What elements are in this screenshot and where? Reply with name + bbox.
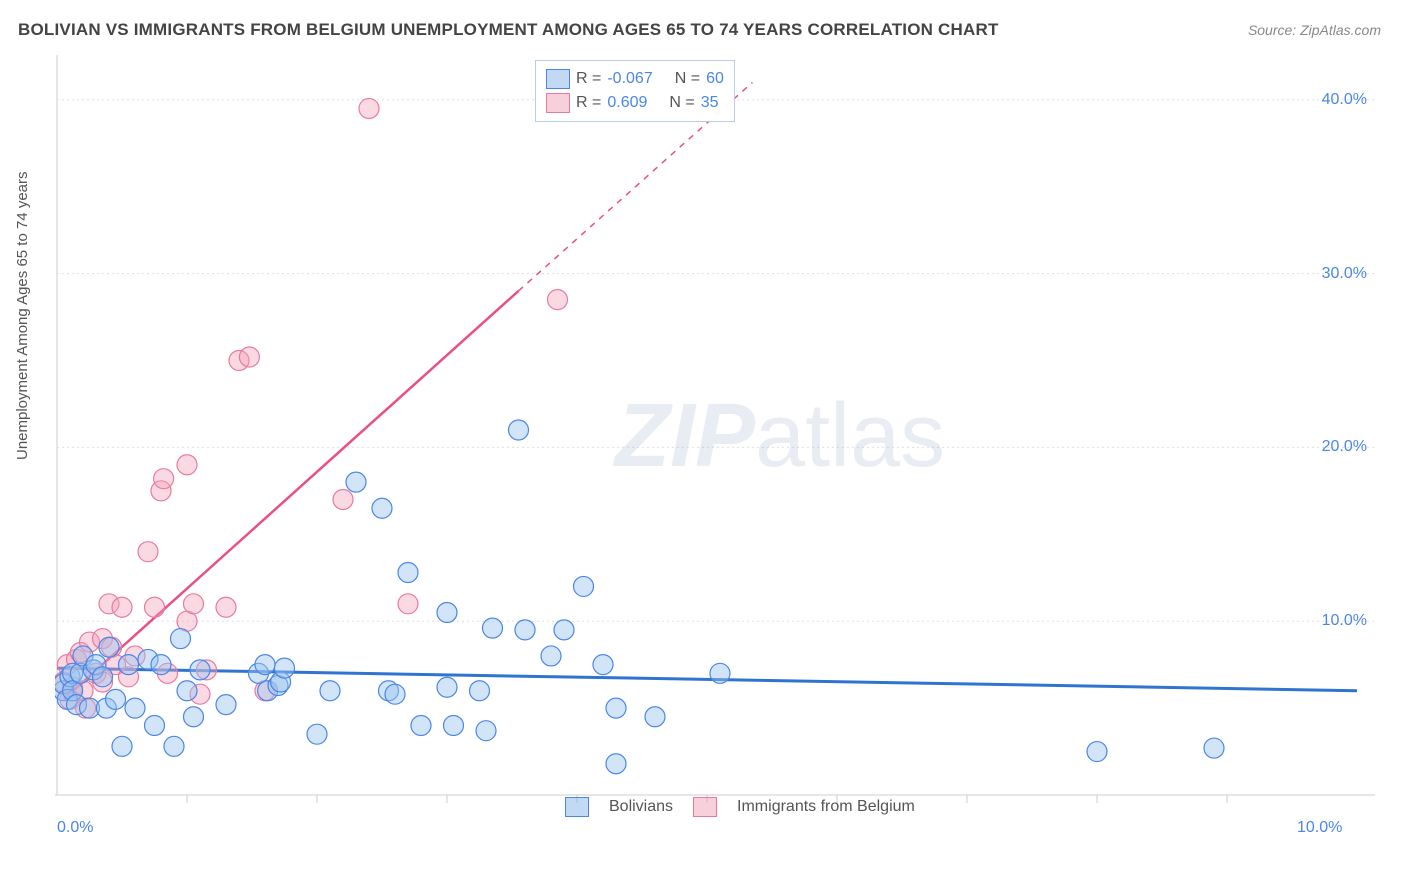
swatch-bolivians bbox=[546, 69, 570, 89]
y-tick-label: 10.0% bbox=[1322, 612, 1367, 630]
stats-row-bolivians: R = -0.067 N = 60 bbox=[546, 67, 724, 91]
series-legend: Bolivians Immigrants from Belgium bbox=[565, 797, 915, 817]
series-label-bolivians: Bolivians bbox=[609, 798, 673, 816]
stats-row-belgium: R = 0.609 N = 35 bbox=[546, 91, 724, 115]
y-tick-label: 40.0% bbox=[1322, 91, 1367, 109]
correlation-stats-legend: R = -0.067 N = 60 R = 0.609 N = 35 bbox=[535, 60, 735, 122]
swatch-bolivians-icon bbox=[565, 797, 589, 817]
y-tick-label: 20.0% bbox=[1322, 438, 1367, 456]
r-label: R = bbox=[576, 70, 601, 88]
r-value-bolivians: -0.067 bbox=[607, 70, 652, 88]
r-label: R = bbox=[576, 94, 601, 112]
chart-title: BOLIVIAN VS IMMIGRANTS FROM BELGIUM UNEM… bbox=[18, 20, 999, 40]
y-axis-label: Unemployment Among Ages 65 to 74 years bbox=[14, 171, 31, 460]
series-label-belgium: Immigrants from Belgium bbox=[737, 798, 915, 816]
y-tick-label: 30.0% bbox=[1322, 265, 1367, 283]
n-label: N = bbox=[675, 70, 700, 88]
plot-area: ZIPatlas R = -0.067 N = 60 R = 0.609 N =… bbox=[55, 55, 1375, 825]
n-label: N = bbox=[669, 94, 694, 112]
scatter-chart bbox=[55, 55, 1375, 825]
x-tick-label: 0.0% bbox=[57, 819, 93, 837]
n-value-belgium: 35 bbox=[701, 94, 719, 112]
swatch-belgium bbox=[546, 93, 570, 113]
n-value-bolivians: 60 bbox=[706, 70, 724, 88]
swatch-belgium-icon bbox=[693, 797, 717, 817]
source-label: Source: ZipAtlas.com bbox=[1248, 22, 1381, 38]
r-value-belgium: 0.609 bbox=[607, 94, 647, 112]
x-tick-label: 10.0% bbox=[1297, 819, 1342, 837]
